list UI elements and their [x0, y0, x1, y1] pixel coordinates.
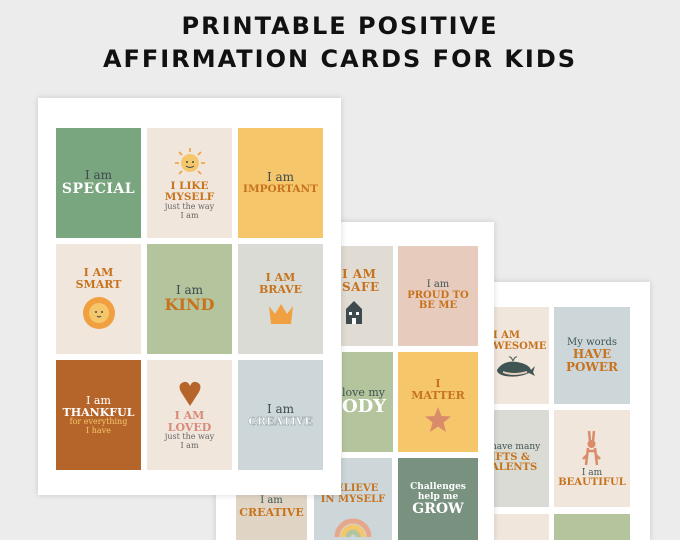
card-safe-visible: I AM SAFE	[342, 246, 393, 346]
card-love-a: love my	[342, 385, 386, 399]
card-special-b: SPECIAL	[61, 180, 136, 197]
card-awesome-b: WESOME	[493, 340, 547, 352]
card-gifts-c: ALENTS	[491, 462, 538, 474]
card-loved-b: LOVED	[167, 420, 212, 434]
card-creative2-a: I am	[260, 495, 283, 506]
card-kind-b: KIND	[164, 294, 215, 314]
card-important-b: IMPORTANT	[243, 182, 318, 195]
card-special-a: I am	[84, 168, 113, 183]
card-creative-a: I am	[266, 401, 295, 416]
card-thankful-b: THANKFUL	[62, 405, 135, 419]
card-believe-a: BELIEVE	[327, 483, 379, 494]
card-thankful-a: I am	[86, 394, 111, 408]
crown-icon	[268, 303, 293, 324]
card-thankful: I am THANKFUL for everything I have	[56, 360, 141, 470]
card-like-d: I am	[180, 210, 199, 220]
card-loved-c: just the way	[164, 432, 215, 442]
sheet-3: I AM WESOME My words HAVE POWER have man…	[475, 282, 650, 540]
sheet-1: I am SPECIAL I LIKE MYSELF just the way …	[38, 98, 341, 495]
card-kind: I am KIND	[147, 244, 232, 354]
card-beautiful-b: BEAUTIFUL	[558, 476, 626, 488]
card-loved-a: I AM	[174, 409, 205, 423]
card-beautiful: I am BEAUTIFUL	[554, 410, 630, 507]
card-safe-a: I AM	[342, 267, 377, 282]
card-matter: I MATTER	[398, 352, 478, 452]
card-thankful-d: I have	[86, 425, 111, 435]
whale-icon	[497, 356, 535, 377]
card-proud-a: I am	[426, 279, 450, 291]
card-smart-a: I AM	[83, 266, 114, 280]
bunny-icon	[582, 430, 601, 465]
card-smart: I AM SMART	[56, 244, 141, 354]
card-smart-b: SMART	[75, 278, 122, 291]
sun-icon	[174, 148, 205, 175]
card-power-a: My words	[567, 336, 617, 348]
card-proud: I am PROUD TO BE ME	[398, 246, 478, 346]
card-power-c: POWER	[565, 359, 619, 374]
card-important: I am IMPORTANT	[238, 128, 323, 238]
card-like-a: I LIKE	[170, 180, 209, 193]
heart-icon	[179, 381, 200, 407]
page-title: PRINTABLE POSITIVE AFFIRMATION CARDS FOR…	[0, 10, 680, 76]
lion-icon	[82, 296, 115, 329]
card-love-b: ODY	[342, 396, 387, 418]
card-creative2-b: CREATIVE	[239, 505, 304, 519]
card-brave-a: I AM	[265, 271, 296, 285]
card-loved-d: I am	[180, 440, 199, 450]
card-like-c: just the way	[164, 202, 215, 212]
card-special: I am SPECIAL	[56, 128, 141, 238]
card-awesome: I AM WESOME	[485, 307, 549, 404]
card-grow: Challenges help me GROW	[398, 458, 478, 540]
card-important-a: I am	[266, 170, 295, 185]
card-grow-a: Challenges	[410, 482, 466, 493]
card-safe-b: SAFE	[342, 280, 380, 294]
card-gifts-b: IFTS &	[491, 451, 530, 463]
card-loved: I AM LOVED just the way I am	[147, 360, 232, 470]
card-sheet3-bottom-right	[554, 514, 630, 540]
card-creative: I am CREATIVE	[238, 360, 323, 470]
card-brave: I AM BRAVE	[238, 244, 323, 354]
card-matter-a: I	[435, 377, 441, 390]
card-love-body: love my ODY	[342, 352, 393, 452]
card-gifts: have many IFTS & ALENTS	[485, 410, 549, 507]
card-kind-a: I am	[175, 283, 204, 298]
card-gifts-a: have many	[491, 442, 541, 453]
card-awesome-a: I AM	[493, 330, 520, 341]
card-brave-b: BRAVE	[258, 283, 303, 296]
card-thankful-c: for everything	[69, 417, 128, 427]
card-matter-b: MATTER	[411, 388, 465, 402]
card-power-b: HAVE	[572, 347, 612, 362]
rainbow-icon	[334, 518, 372, 537]
card-creative-b: CREATIVE	[248, 414, 313, 428]
house-icon	[346, 300, 362, 324]
card-power: My words HAVE POWER	[554, 307, 630, 404]
card-proud-c: BE ME	[418, 300, 458, 312]
card-proud-b: PROUD TO	[407, 289, 469, 301]
title-line-1: PRINTABLE POSITIVE	[181, 12, 499, 40]
card-grow-c: GROW	[412, 501, 464, 518]
card-grow-b: help me	[417, 491, 459, 502]
card-beautiful-a: I am	[581, 467, 603, 478]
card-sheet3-bottom-left	[485, 514, 549, 540]
title-line-2: AFFIRMATION CARDS FOR KIDS	[102, 45, 578, 73]
star-icon	[425, 407, 451, 433]
card-like-b: MYSELF	[164, 191, 215, 204]
card-like-myself: I LIKE MYSELF just the way I am	[147, 128, 232, 238]
card-believe-b: IN MYSELF	[320, 493, 386, 505]
